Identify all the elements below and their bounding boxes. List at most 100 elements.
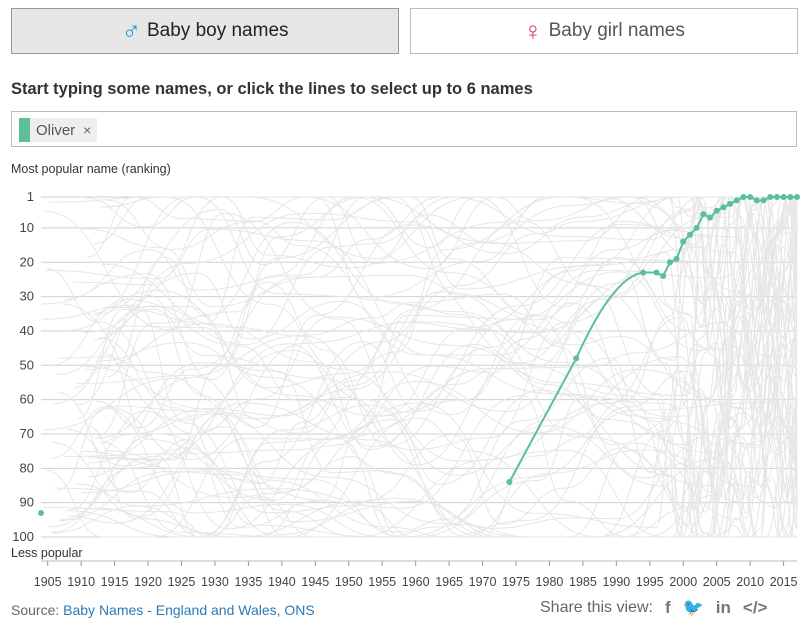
- x-tick-label: 1915: [101, 575, 129, 589]
- other-name-line[interactable]: [50, 196, 798, 538]
- data-point: [693, 224, 700, 231]
- x-tick-label: 1920: [134, 575, 162, 589]
- y-axis-title: Most popular name (ranking): [11, 162, 171, 176]
- x-tick-label: 1910: [67, 575, 95, 589]
- other-name-line[interactable]: [57, 336, 798, 538]
- x-tick-label: 2000: [669, 575, 697, 589]
- y-tick-label: 70: [20, 426, 34, 441]
- data-point: [787, 194, 794, 200]
- data-point: [700, 211, 707, 218]
- name-search-input[interactable]: [122, 118, 786, 142]
- x-tick-label: 1935: [234, 575, 262, 589]
- background-name-lines: [40, 196, 798, 538]
- source-label: Source:: [11, 602, 60, 618]
- data-point: [686, 231, 693, 238]
- linkedin-icon[interactable]: in: [715, 598, 731, 617]
- other-name-line[interactable]: [46, 268, 798, 509]
- data-point: [713, 207, 720, 214]
- x-tick-label: 1905: [34, 575, 62, 589]
- x-tick-label: 1980: [536, 575, 564, 589]
- remove-chip-icon[interactable]: ×: [83, 122, 92, 138]
- other-name-line[interactable]: [43, 196, 798, 510]
- instructions-text: Start typing some names, or click the li…: [11, 80, 533, 98]
- data-point: [660, 272, 667, 279]
- x-tick-label: 1990: [602, 575, 630, 589]
- other-name-line[interactable]: [43, 196, 798, 413]
- other-name-line[interactable]: [107, 196, 798, 270]
- x-tick-label: 1960: [402, 575, 430, 589]
- x-tick-label: 1945: [301, 575, 329, 589]
- other-name-line[interactable]: [100, 196, 798, 538]
- other-name-line[interactable]: [95, 196, 798, 498]
- name-search-box[interactable]: Oliver ×: [11, 111, 797, 147]
- y-tick-label: 40: [20, 323, 34, 338]
- chip-color-swatch: [19, 118, 30, 142]
- x-tick-label: 1925: [168, 575, 196, 589]
- other-name-line[interactable]: [81, 196, 798, 538]
- y-tick-label: 10: [20, 220, 34, 235]
- x-tick-label: 1985: [569, 575, 597, 589]
- other-name-line[interactable]: [95, 341, 798, 538]
- other-name-line[interactable]: [94, 196, 798, 439]
- y-axis-bottom-label: Less popular: [11, 546, 83, 560]
- other-name-line[interactable]: [76, 196, 798, 384]
- x-tick-label: 2005: [703, 575, 731, 589]
- y-tick-label: 1: [27, 189, 34, 204]
- other-name-line[interactable]: [77, 308, 798, 538]
- y-tick-label: 20: [20, 254, 34, 269]
- tab-baby-girl-names[interactable]: ♀ Baby girl names: [410, 8, 798, 54]
- data-point: [640, 269, 647, 276]
- gender-tabs: ♂ Baby boy names ♀ Baby girl names: [11, 8, 799, 56]
- source-attribution: Source: Baby Names - England and Wales, …: [11, 602, 315, 618]
- x-tick-label: 1930: [201, 575, 229, 589]
- data-point: [773, 194, 780, 200]
- other-name-line[interactable]: [97, 196, 798, 538]
- x-tick-label: 1950: [335, 575, 363, 589]
- data-point: [733, 197, 740, 204]
- other-name-line[interactable]: [94, 196, 798, 538]
- embed-icon[interactable]: </>: [742, 598, 768, 617]
- other-name-line[interactable]: [45, 290, 798, 538]
- other-name-line[interactable]: [87, 196, 798, 478]
- data-point: [753, 197, 760, 204]
- other-name-line[interactable]: [53, 361, 798, 538]
- y-tick-label: 100: [12, 529, 34, 544]
- other-name-line[interactable]: [64, 196, 798, 458]
- other-name-line[interactable]: [94, 196, 798, 488]
- x-tick-label: 1970: [469, 575, 497, 589]
- data-point: [720, 204, 727, 211]
- x-tick-label: 2015: [770, 575, 798, 589]
- other-name-line[interactable]: [82, 442, 798, 538]
- male-icon: ♂: [121, 16, 141, 46]
- data-point: [794, 194, 800, 200]
- chip-label: Oliver: [36, 121, 76, 139]
- tab-boy-label: Baby boy names: [146, 20, 289, 41]
- other-name-line[interactable]: [48, 404, 798, 538]
- other-name-line[interactable]: [94, 196, 798, 538]
- tab-baby-boy-names[interactable]: ♂ Baby boy names: [11, 8, 399, 54]
- data-point: [767, 194, 774, 200]
- data-point: [680, 238, 687, 245]
- data-point: [673, 255, 680, 262]
- twitter-icon[interactable]: 🐦: [682, 598, 704, 617]
- source-link[interactable]: Baby Names - England and Wales, ONS: [63, 602, 315, 618]
- data-point: [727, 200, 734, 207]
- data-point: [780, 194, 787, 200]
- y-tick-label: 80: [20, 460, 34, 475]
- share-label: Share this view:: [540, 599, 653, 616]
- selected-name-chip[interactable]: Oliver ×: [19, 118, 98, 142]
- data-point: [506, 479, 513, 486]
- data-point: [38, 509, 44, 516]
- data-point: [573, 355, 580, 362]
- data-point: [666, 259, 673, 266]
- data-point: [707, 214, 714, 221]
- facebook-icon[interactable]: f: [664, 598, 671, 617]
- x-tick-label: 1975: [502, 575, 530, 589]
- other-name-line[interactable]: [57, 196, 798, 488]
- ranking-line-chart[interactable]: 1 10 20 30 40 50 60 70 80 90 100 1905 1910 1915 1920 19…: [0, 180, 806, 590]
- data-point: [760, 197, 767, 204]
- other-name-line[interactable]: [51, 196, 798, 538]
- share-bar: Share this view: f 🐦 in </>: [540, 598, 767, 618]
- tab-girl-label: Baby girl names: [548, 20, 685, 41]
- other-name-line[interactable]: [42, 388, 798, 538]
